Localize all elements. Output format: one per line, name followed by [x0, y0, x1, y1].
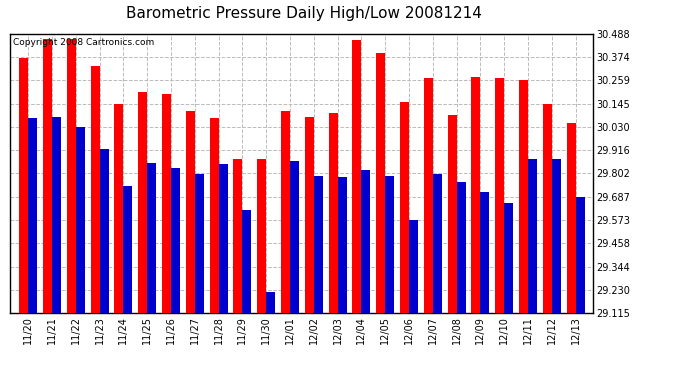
Bar	[138, 92, 147, 313]
Bar	[233, 159, 242, 313]
Bar	[90, 66, 99, 313]
Bar	[385, 176, 394, 313]
Bar	[409, 219, 418, 313]
Bar	[519, 80, 528, 313]
Bar	[471, 77, 480, 313]
Bar	[575, 197, 584, 313]
Bar	[115, 104, 124, 313]
Bar	[290, 160, 299, 313]
Bar	[257, 159, 266, 313]
Bar	[504, 203, 513, 313]
Bar	[67, 39, 76, 313]
Bar	[314, 176, 323, 313]
Bar	[99, 149, 108, 313]
Bar	[457, 182, 466, 313]
Bar	[266, 292, 275, 313]
Bar	[76, 127, 85, 313]
Bar	[28, 118, 37, 313]
Bar	[528, 159, 537, 313]
Bar	[52, 117, 61, 313]
Bar	[19, 58, 28, 313]
Bar	[376, 53, 385, 313]
Bar	[219, 164, 228, 313]
Bar	[400, 102, 409, 313]
Bar	[543, 104, 552, 313]
Bar	[43, 39, 52, 313]
Bar	[162, 94, 171, 313]
Bar	[353, 40, 362, 313]
Bar	[552, 159, 561, 313]
Bar	[124, 186, 132, 313]
Bar	[186, 111, 195, 313]
Bar	[424, 78, 433, 313]
Bar	[242, 210, 251, 313]
Bar	[362, 170, 371, 313]
Bar	[337, 177, 346, 313]
Bar	[433, 174, 442, 313]
Bar	[281, 111, 290, 313]
Bar	[195, 174, 204, 313]
Bar	[448, 115, 457, 313]
Bar	[305, 117, 314, 313]
Bar	[171, 168, 180, 313]
Bar	[328, 113, 337, 313]
Bar	[480, 192, 489, 313]
Bar	[210, 118, 219, 313]
Bar	[147, 162, 156, 313]
Bar	[566, 123, 575, 313]
Bar	[495, 78, 504, 313]
Text: Copyright 2008 Cartronics.com: Copyright 2008 Cartronics.com	[13, 38, 155, 47]
Text: Barometric Pressure Daily High/Low 20081214: Barometric Pressure Daily High/Low 20081…	[126, 6, 482, 21]
